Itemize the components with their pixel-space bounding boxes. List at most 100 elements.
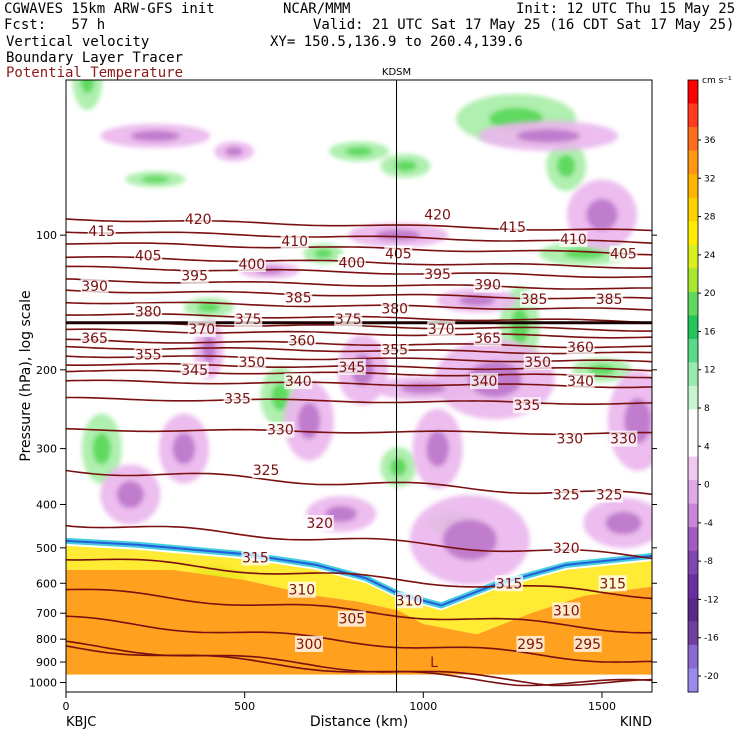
theta-label-group: 340 <box>566 373 595 390</box>
theta-label-group: 350 <box>523 353 552 371</box>
downward-core-2 <box>586 198 618 231</box>
theta-label-group: 375 <box>334 311 363 328</box>
theta-contour-330 <box>66 427 652 436</box>
theta-label-bg <box>287 332 316 349</box>
theta-label: 415 <box>499 220 526 236</box>
theta-label: 300 <box>296 637 323 653</box>
colorbar-tick-label: 8 <box>704 404 710 414</box>
theta-label-group: 365 <box>473 330 502 347</box>
colorbar-segment <box>688 409 698 434</box>
theta-label-bg <box>187 320 216 337</box>
theta-label-bg <box>237 353 266 370</box>
colorbar-tick-label: -20 <box>704 672 719 682</box>
colorbar-tick-label: 28 <box>704 213 716 223</box>
plot-frame <box>65 79 653 693</box>
theta-label: 390 <box>474 278 501 294</box>
theta-contour-410 <box>66 242 652 256</box>
left-station-label: KBJC <box>66 715 96 730</box>
theta-label: 325 <box>596 488 623 504</box>
theta-label-group: 340 <box>470 373 499 390</box>
x-tick-label: 1500 <box>588 700 616 713</box>
y-axis-label: Pressure (hPa), log scale <box>18 290 34 461</box>
theta-label: 360 <box>567 340 594 356</box>
theta-label-group: 370 <box>187 320 216 338</box>
theta-label-bg <box>252 462 281 479</box>
colorbar-segment <box>688 527 698 552</box>
theta-label: 330 <box>267 423 294 439</box>
theta-label-bg <box>280 232 309 249</box>
y-tick-label: 500 <box>36 542 57 555</box>
theta-label-group: 385 <box>284 289 313 307</box>
y-tick-label: 1000 <box>29 677 57 690</box>
theta-label-bg <box>512 397 541 414</box>
theta-label-bg <box>241 549 270 566</box>
theta-label: 420 <box>424 208 451 224</box>
theta-label: 360 <box>288 334 315 350</box>
theta-label-group: 320 <box>552 539 581 557</box>
theta-label-group: 360 <box>287 332 316 350</box>
low-pressure-label: L <box>430 655 438 671</box>
theta-label-group: 355 <box>380 341 409 358</box>
field-potential-temperature: Potential Temperature <box>6 65 184 81</box>
theta-label-group: 325 <box>252 462 281 479</box>
colorbar-tick-label: 24 <box>704 251 716 261</box>
theta-label: 405 <box>135 248 162 264</box>
theta-contour-335 <box>66 396 652 405</box>
theta-label-bg <box>516 635 545 652</box>
theta-label-group: 320 <box>305 515 334 532</box>
colorbar-frame <box>687 79 699 693</box>
colorbar-segment <box>688 127 698 152</box>
theta-label: 355 <box>381 342 408 358</box>
theta-label: 400 <box>338 255 365 271</box>
theta-label-group: 345 <box>337 358 366 376</box>
theta-label-bg <box>284 373 313 390</box>
organization: NCAR/MMM <box>283 1 351 17</box>
theta-label: 365 <box>81 331 108 347</box>
theta-label-group: 380 <box>380 300 409 318</box>
upward-core-6 <box>345 146 373 156</box>
theta-label: 320 <box>306 516 333 532</box>
colorbar-tick-label: -12 <box>704 595 719 605</box>
colorbar-segment <box>688 480 698 505</box>
upward-core-10 <box>588 364 616 376</box>
colorbar-tick-label: 16 <box>704 327 716 337</box>
colorbar-segment <box>688 386 698 411</box>
theta-label: 330 <box>610 432 637 448</box>
theta-label-bg <box>380 300 409 317</box>
theta-label: 385 <box>521 292 548 308</box>
colorbar-tick-label: 4 <box>704 442 710 452</box>
theta-contour-365 <box>66 338 652 349</box>
model-title: CGWAVES 15km ARW-GFS init <box>4 1 215 17</box>
theta-label-bg <box>294 635 323 652</box>
downward-core-8 <box>375 229 421 241</box>
colorbar-segment <box>688 644 698 669</box>
theta-label-group: 370 <box>427 320 456 338</box>
theta-label-group: 295 <box>516 635 545 653</box>
theta-contour-315 <box>66 558 652 600</box>
theta-label-bg <box>80 330 109 347</box>
theta-label: 305 <box>338 612 365 628</box>
theta-label-bg <box>284 289 313 306</box>
theta-label: 340 <box>567 374 594 390</box>
theta-label-bg <box>552 539 581 556</box>
theta-label: 320 <box>553 541 580 557</box>
valid-time: Valid: 21 UTC Sat 17 May 25 (16 CDT Sat … <box>313 17 735 33</box>
downward-core-0 <box>130 130 181 142</box>
theta-label-group: 355 <box>134 346 163 364</box>
theta-label: 375 <box>335 312 362 328</box>
theta-labels: 420 420 415 415 410 410 405 405 405 400 400 395 395 3… <box>80 206 638 653</box>
right-station-label: KIND <box>620 715 652 730</box>
theta-label-bg <box>609 245 638 262</box>
downward-core-6 <box>172 432 196 465</box>
theta-label-bg <box>337 358 366 375</box>
theta-label: 325 <box>253 463 280 479</box>
theta-label: 345 <box>338 360 365 376</box>
theta-label: 410 <box>281 234 308 250</box>
colorbar-tick-label: -8 <box>704 557 713 567</box>
theta-label-group: 345 <box>180 361 209 379</box>
theta-label-group: 415 <box>498 219 527 236</box>
theta-label-bg <box>473 276 502 293</box>
theta-label-group: 380 <box>134 303 163 320</box>
theta-label: 315 <box>599 576 626 592</box>
